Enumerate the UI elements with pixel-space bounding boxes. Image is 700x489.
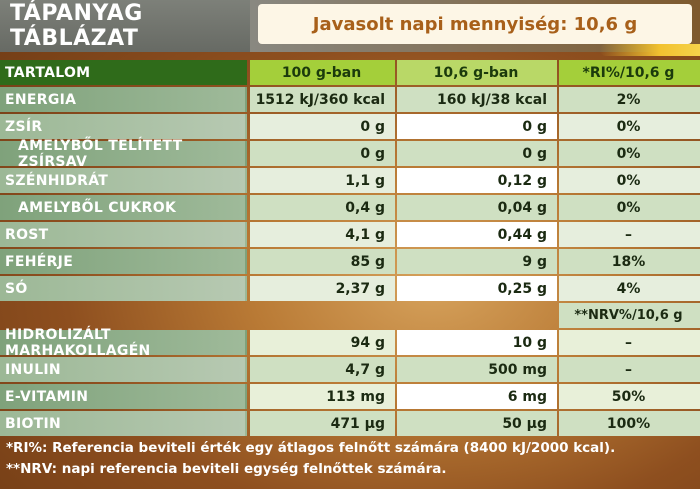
row-label: BIOTIN	[0, 411, 247, 436]
decorative-stripe	[600, 44, 700, 56]
footnote-nrv: **NRV: napi referencia beviteli egység f…	[6, 461, 447, 477]
value-per-100g: 4,7 g	[250, 357, 395, 382]
value-percent: 4%	[559, 276, 700, 301]
table-row-carbohydrate: SZÉNHIDRÁT 1,1 g 0,12 g 0%	[0, 168, 700, 193]
value-per-serving: 0 g	[397, 141, 557, 166]
footnote-ri: *RI%: Referencia beviteli érték egy átla…	[6, 440, 616, 456]
value-percent: –	[559, 330, 700, 355]
row-label: FEHÉRJE	[0, 249, 247, 274]
value-per-serving: 10 g	[397, 330, 557, 355]
row-label: ZSÍR	[0, 114, 247, 139]
value-per-serving: 50 µg	[397, 411, 557, 436]
value-percent: –	[559, 222, 700, 247]
value-per-100g: 1,1 g	[250, 168, 395, 193]
table-title: TÁPANYAG TÁBLÁZAT	[0, 0, 250, 52]
value-per-serving: 0,25 g	[397, 276, 557, 301]
value-per-serving: 0,12 g	[397, 168, 557, 193]
value-per-100g: 0 g	[250, 141, 395, 166]
value-per-100g: 0,4 g	[250, 195, 395, 220]
row-label: HIDROLIZÁLT MARHAKOLLAGÉN	[0, 327, 247, 359]
table-row-sugars: AMELYBŐL CUKROK 0,4 g 0,04 g 0%	[0, 195, 700, 220]
value-percent: –	[559, 357, 700, 382]
value-percent: 0%	[559, 168, 700, 193]
value-per-serving: 0,44 g	[397, 222, 557, 247]
row-label: E-VITAMIN	[0, 384, 247, 409]
column-header-nrv-percent: **NRV%/10,6 g	[559, 303, 700, 328]
value-percent: 18%	[559, 249, 700, 274]
row-label: ENERGIA	[0, 87, 247, 112]
column-header-per-serving: 10,6 g-ban	[397, 60, 557, 85]
table-row-energy: ENERGIA 1512 kJ/360 kcal 160 kJ/38 kcal …	[0, 87, 700, 112]
value-percent: 0%	[559, 114, 700, 139]
value-percent: 0%	[559, 141, 700, 166]
value-per-100g: 471 µg	[250, 411, 395, 436]
value-per-serving: 160 kJ/38 kcal	[397, 87, 557, 112]
value-percent: 100%	[559, 411, 700, 436]
value-per-serving: 9 g	[397, 249, 557, 274]
row-label: AMELYBŐL TELÍTETT ZSÍRSAV	[0, 138, 247, 170]
value-per-100g: 1512 kJ/360 kcal	[250, 87, 395, 112]
row-label: SZÉNHIDRÁT	[0, 168, 247, 193]
value-per-serving: 0 g	[397, 114, 557, 139]
recommended-daily-amount: Javasolt napi mennyiség: 10,6 g	[258, 4, 692, 44]
value-per-100g: 94 g	[250, 330, 395, 355]
column-header-ri-percent: *RI%/10,6 g	[559, 60, 700, 85]
table-row-fat: ZSÍR 0 g 0 g 0%	[0, 114, 700, 139]
value-per-100g: 4,1 g	[250, 222, 395, 247]
value-percent: 0%	[559, 195, 700, 220]
row-label: ROST	[0, 222, 247, 247]
table-row-vitamin-e: E-VITAMIN 113 mg 6 mg 50%	[0, 384, 700, 409]
value-per-100g: 0 g	[250, 114, 395, 139]
table-row-saturated-fat: AMELYBŐL TELÍTETT ZSÍRSAV 0 g 0 g 0%	[0, 138, 700, 170]
value-per-serving: 500 mg	[397, 357, 557, 382]
column-header-per-100g: 100 g-ban	[250, 60, 395, 85]
table-row-salt: SÓ 2,37 g 0,25 g 4%	[0, 276, 700, 301]
value-percent: 50%	[559, 384, 700, 409]
row-label: AMELYBŐL CUKROK	[0, 195, 247, 220]
table-header-row: TARTALOM 100 g-ban 10,6 g-ban *RI%/10,6 …	[0, 60, 700, 85]
table-row-protein: FEHÉRJE 85 g 9 g 18%	[0, 249, 700, 274]
table-row-biotin: BIOTIN 471 µg 50 µg 100%	[0, 411, 700, 436]
table-row-fiber: ROST 4,1 g 0,44 g –	[0, 222, 700, 247]
row-label: INULIN	[0, 357, 247, 382]
value-per-serving: 0,04 g	[397, 195, 557, 220]
nrv-header-row: **NRV%/10,6 g	[0, 303, 700, 328]
value-per-100g: 2,37 g	[250, 276, 395, 301]
value-per-100g: 85 g	[250, 249, 395, 274]
value-per-serving: 6 mg	[397, 384, 557, 409]
table-row-collagen: HIDROLIZÁLT MARHAKOLLAGÉN 94 g 10 g –	[0, 327, 700, 359]
row-label: SÓ	[0, 276, 247, 301]
column-header-content: TARTALOM	[0, 60, 247, 85]
value-per-100g: 113 mg	[250, 384, 395, 409]
table-row-inulin: INULIN 4,7 g 500 mg –	[0, 357, 700, 382]
value-percent: 2%	[559, 87, 700, 112]
footnotes: *RI%: Referencia beviteli érték egy átla…	[6, 438, 696, 480]
